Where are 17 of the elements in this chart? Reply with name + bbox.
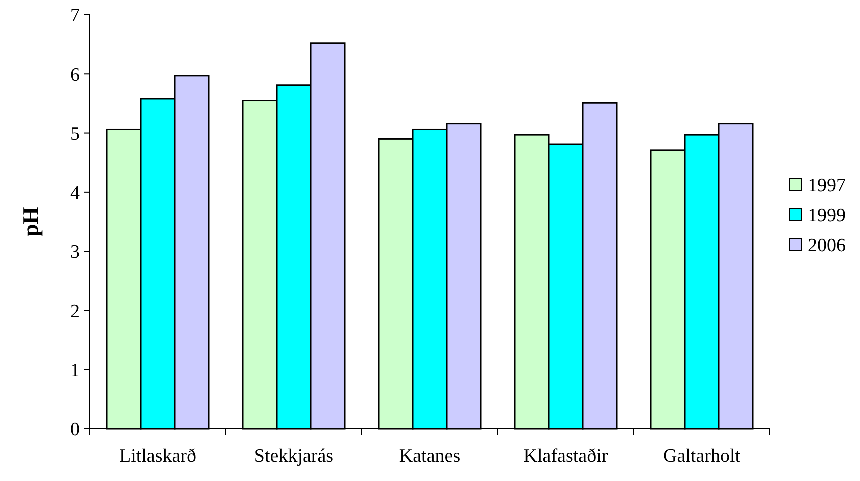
x-tick-label: Galtarholt	[663, 446, 742, 467]
x-tick-label: Katanes	[399, 446, 461, 467]
y-tick-label: 1	[70, 360, 80, 382]
y-tick-label: 6	[70, 64, 80, 86]
y-tick-label: 3	[70, 242, 80, 264]
legend-label: 2006	[808, 236, 846, 257]
x-tick-label: Klafastaðir	[524, 446, 609, 467]
y-tick-label: 7	[70, 6, 80, 27]
y-tick-label: 4	[70, 183, 80, 204]
legend-label: 1999	[808, 206, 846, 227]
y-tick-label: 5	[70, 124, 80, 145]
y-tick-label: 2	[70, 301, 80, 322]
x-tick-label: Litlaskarð	[119, 446, 197, 467]
y-tick-label: 0	[70, 420, 80, 441]
legend-label: 1997	[808, 176, 846, 197]
y-axis-title: pH	[18, 207, 43, 237]
x-tick-label: Stekkjarás	[254, 446, 334, 467]
